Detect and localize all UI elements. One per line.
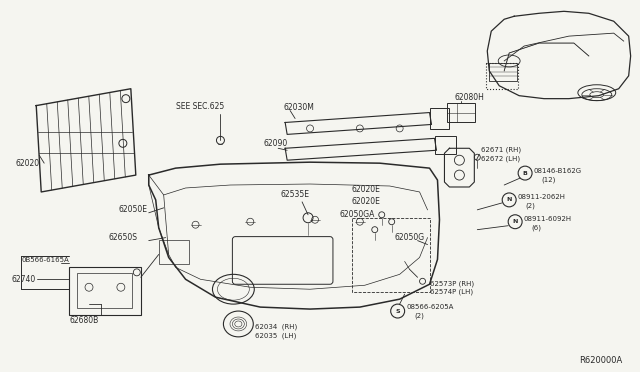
Text: 62080H: 62080H — [454, 93, 484, 102]
Text: B: B — [523, 171, 527, 176]
Text: 62740: 62740 — [12, 275, 36, 284]
Text: N: N — [513, 219, 518, 224]
Text: 62035  (LH): 62035 (LH) — [255, 333, 297, 339]
Text: S: S — [396, 308, 400, 314]
Text: N: N — [506, 198, 512, 202]
Text: 62090: 62090 — [263, 139, 287, 148]
Text: (6): (6) — [531, 224, 541, 231]
Text: 62020: 62020 — [15, 159, 40, 168]
Text: 62574P (LH): 62574P (LH) — [429, 289, 473, 295]
Text: 62680B: 62680B — [69, 317, 99, 326]
Text: 08911-6092H: 08911-6092H — [523, 216, 572, 222]
Text: 62573P (RH): 62573P (RH) — [429, 280, 474, 286]
Text: 62650S: 62650S — [109, 233, 138, 242]
Text: (2): (2) — [525, 203, 535, 209]
Text: 0B566-6165A: 0B566-6165A — [21, 257, 69, 263]
Text: 62672 (LH): 62672 (LH) — [481, 156, 520, 163]
Text: 62050GA: 62050GA — [340, 210, 375, 219]
Text: (12): (12) — [541, 177, 556, 183]
Text: 08566-6205A: 08566-6205A — [406, 304, 454, 310]
Text: (2): (2) — [415, 313, 424, 319]
Text: 62030M: 62030M — [283, 103, 314, 112]
Text: R620000A: R620000A — [579, 356, 622, 365]
Text: 62050E: 62050E — [119, 205, 148, 214]
Text: 62050G: 62050G — [395, 233, 425, 242]
Text: 62020E: 62020E — [352, 186, 381, 195]
Text: 62034  (RH): 62034 (RH) — [255, 324, 298, 330]
Text: SEE SEC.625: SEE SEC.625 — [175, 102, 224, 111]
Text: 08146-B162G: 08146-B162G — [533, 168, 581, 174]
Text: 08911-2062H: 08911-2062H — [517, 194, 565, 200]
Text: 62535E: 62535E — [280, 190, 309, 199]
Text: 62671 (RH): 62671 (RH) — [481, 146, 522, 153]
Text: 62020E: 62020E — [352, 198, 381, 206]
